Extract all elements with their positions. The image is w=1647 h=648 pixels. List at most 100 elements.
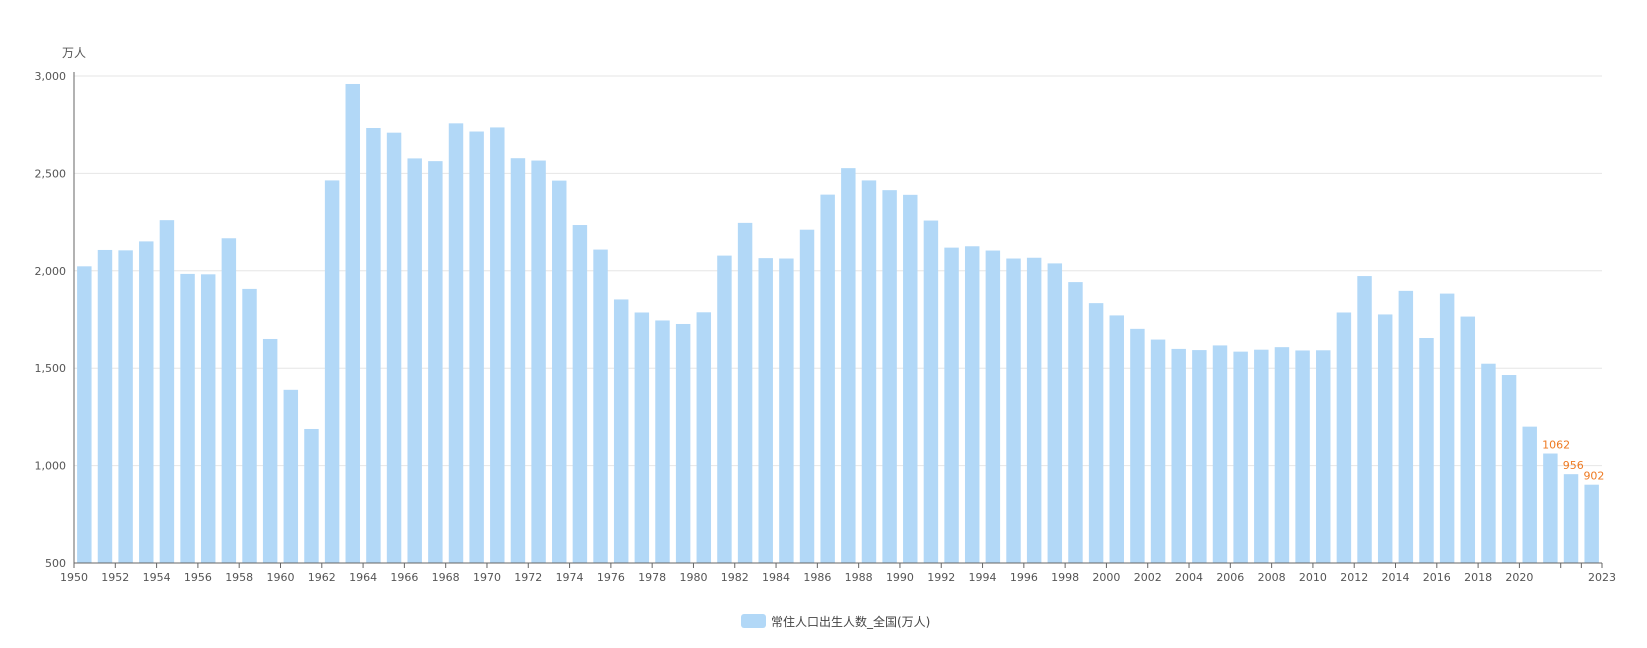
data-label: 956 (1563, 459, 1584, 472)
y-tick-label: 3,000 (35, 70, 67, 83)
bar (675, 323, 691, 563)
legend-swatch[interactable] (741, 614, 766, 628)
bar (242, 288, 257, 563)
bar (448, 123, 464, 564)
bar (1439, 293, 1455, 563)
bar (180, 273, 195, 563)
bar (490, 127, 505, 564)
x-tick-label: 2004 (1175, 571, 1203, 584)
bar (1398, 290, 1414, 563)
bar (345, 83, 360, 563)
bar (283, 389, 299, 563)
legend-label[interactable]: 常住人口出生人数_全国(万人) (771, 614, 930, 629)
bar (1460, 316, 1476, 563)
x-tick-label: 2023 (1588, 571, 1616, 584)
bar (1584, 484, 1599, 563)
x-tick-label: 1972 (514, 571, 542, 584)
bar (1357, 276, 1372, 563)
bar (1192, 350, 1207, 563)
data-label: 1062 (1542, 439, 1570, 452)
bar (97, 249, 113, 563)
x-tick-label: 1994 (969, 571, 997, 584)
bar (428, 161, 443, 563)
bar (200, 274, 216, 563)
bar (1130, 328, 1145, 563)
bar (1501, 375, 1517, 563)
grid-lines (74, 75, 1602, 467)
bar (1295, 350, 1310, 563)
bar (552, 180, 567, 563)
bar (1419, 338, 1434, 563)
x-tick-label: 1974 (556, 571, 584, 584)
bar (882, 190, 897, 563)
x-tick-label: 1988 (845, 571, 873, 584)
x-tick-label: 2016 (1423, 571, 1451, 584)
x-tick-label: 1956 (184, 571, 212, 584)
x-tick-label: 2020 (1505, 571, 1533, 584)
bar (1563, 474, 1579, 563)
bar (531, 160, 546, 563)
bar (1068, 282, 1083, 563)
y-tick-label: 2,000 (35, 265, 67, 278)
x-tick-label: 1976 (597, 571, 625, 584)
bar (799, 229, 815, 563)
bar (737, 222, 753, 563)
legend[interactable]: 常住人口出生人数_全国(万人) (741, 614, 930, 629)
x-tick-label: 2002 (1134, 571, 1162, 584)
y-tick-label: 2,500 (35, 167, 67, 180)
bar (407, 158, 422, 564)
x-tick-label: 1962 (308, 571, 336, 584)
axes: 500 1,000 1,500 2,000 2,500 3,000 1950 1952 1954… (35, 70, 1617, 584)
x-tick-label: 2006 (1216, 571, 1244, 584)
bar (1212, 345, 1228, 563)
bar (324, 180, 340, 564)
data-label: 902 (1583, 470, 1604, 483)
bar (1109, 315, 1124, 563)
x-tick-label: 1984 (762, 571, 790, 584)
bar (118, 250, 133, 563)
y-axis-unit-label: 万人 (62, 46, 86, 60)
bar (1171, 348, 1186, 563)
bar (1006, 258, 1021, 563)
bar (964, 246, 980, 564)
y-tick-label: 500 (45, 557, 66, 570)
bar (1233, 351, 1248, 563)
bar (1543, 453, 1558, 563)
x-tick-label: 1978 (638, 571, 666, 584)
x-tick-label: 2018 (1464, 571, 1492, 584)
bar (779, 258, 794, 563)
bar (77, 266, 92, 563)
x-tick-label: 1982 (721, 571, 749, 584)
x-tick-label: 1964 (349, 571, 377, 584)
x-tick-label: 1954 (143, 571, 171, 584)
x-tick-label: 1996 (1010, 571, 1038, 584)
bar (944, 247, 959, 563)
bar (841, 168, 856, 564)
bar (1150, 339, 1166, 563)
bar (1522, 426, 1537, 563)
bar (469, 131, 484, 563)
x-tick-label: 2014 (1382, 571, 1410, 584)
bar (634, 312, 650, 563)
x-tick-label: 1998 (1051, 571, 1079, 584)
x-tick-label: 1968 (432, 571, 460, 584)
bar (1377, 314, 1393, 563)
x-tick-label: 1992 (927, 571, 955, 584)
bar (903, 194, 918, 563)
y-tick-label: 1,000 (35, 460, 67, 473)
bar (923, 220, 939, 563)
bar (386, 132, 402, 563)
x-tick-label: 1980 (679, 571, 707, 584)
bar (861, 180, 877, 564)
bar (159, 220, 175, 564)
bar (985, 250, 1001, 563)
bar (593, 249, 608, 563)
bar (696, 312, 712, 563)
bar (1336, 312, 1352, 563)
bar (221, 238, 237, 563)
bar (1274, 347, 1290, 563)
bar (510, 158, 526, 563)
